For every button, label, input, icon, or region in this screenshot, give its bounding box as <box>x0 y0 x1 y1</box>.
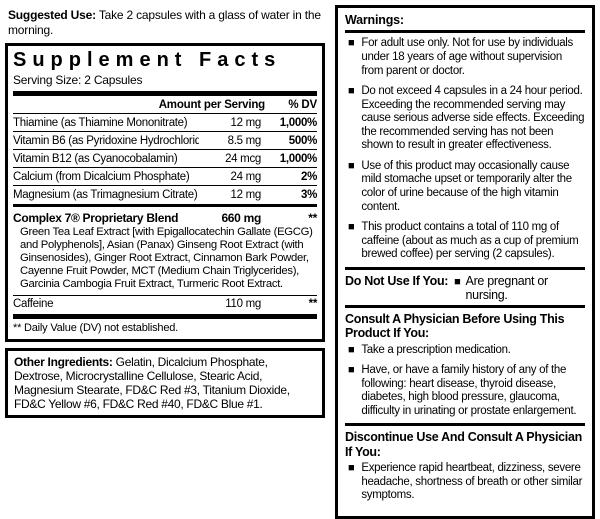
divider-thick <box>13 313 317 319</box>
nutrient-amount: 12 mg <box>230 188 262 201</box>
discontinue-title: Discontinue Use And Consult A Physician … <box>345 430 582 459</box>
nutrient-name: Thiamine (as Thiamine Mononitrate) <box>13 116 188 129</box>
warning-text: For adult use only. Not for use by indiv… <box>361 37 573 77</box>
blend-description: Green Tea Leaf Extract [with Epigallocat… <box>20 225 313 291</box>
nutrient-name: Calcium (from Dicalcium Phosphate) <box>13 170 190 183</box>
nutrient-amount: 12 mg <box>230 116 262 129</box>
nutrient-name: Vitamin B6 (as Pyridoxine Hydrochloride) <box>13 134 199 147</box>
suggested-use-label: Suggested Use: <box>8 8 96 22</box>
suggested-use: Suggested Use: Take 2 capsules with a gl… <box>5 6 325 43</box>
warnings-title: Warnings: <box>345 13 404 27</box>
supplement-facts-title: Supplement Facts <box>13 49 282 71</box>
bullet-square-icon: ■ <box>348 37 355 50</box>
left-column: Suggested Use: Take 2 capsules with a gl… <box>5 6 325 418</box>
bullet-square-icon: ■ <box>454 275 461 288</box>
caffeine-dv: ** <box>308 298 318 311</box>
warnings-panel: Warnings: ■ For adult use only. Not for … <box>335 5 595 519</box>
bullet-square-icon: ■ <box>348 85 355 98</box>
other-ingredients-text: Gelatin, Dicalcium Phosphate, Dextrose, … <box>14 354 290 411</box>
consult-title: Consult A Physician Before Using This Pr… <box>345 311 565 341</box>
bullet-square-icon: ■ <box>348 221 355 234</box>
table-row: Magnesium (as Trimagnesium Citrate) 12 m… <box>13 185 317 203</box>
divider <box>345 30 585 34</box>
bullet-square-icon: ■ <box>348 343 355 356</box>
other-ingredients-label: Other Ingredients: <box>14 354 113 369</box>
nutrient-dv: 500% <box>288 134 318 147</box>
nutrient-dv: 1,000% <box>279 152 318 165</box>
warning-text: Do not exceed 4 capsules in a 24 hour pe… <box>361 85 585 152</box>
nutrient-name: Magnesium (as Trimagnesium Citrate) <box>13 188 198 201</box>
table-row: Vitamin B12 (as Cyanocobalamin) 24 mcg 1… <box>13 149 317 167</box>
warning-item: ■ This product contains a total of 110 m… <box>348 221 585 262</box>
discontinue-item: ■ Experience rapid heartbeat, dizziness,… <box>348 462 585 503</box>
column-header-amount: Amount per Serving <box>158 99 266 111</box>
discontinue-text: Experience rapid heartbeat, dizziness, s… <box>361 462 583 502</box>
bullet-square-icon: ■ <box>348 462 355 475</box>
blend-dv: ** <box>308 210 317 225</box>
nutrient-amount: 24 mg <box>230 170 262 183</box>
dv-footnote: ** Daily Value (DV) not established. <box>13 321 179 334</box>
do-not-use-line: Do Not Use If You: ■ Are pregnant or nur… <box>345 274 585 302</box>
column-header-dv: % DV <box>288 99 317 111</box>
nutrient-amount: 24 mcg <box>225 152 261 165</box>
serving-size: Serving Size: 2 Capsules <box>13 73 143 87</box>
caffeine-row: Caffeine 110 mg ** <box>13 294 318 313</box>
warning-text: Use of this product may occasionally cau… <box>361 159 572 213</box>
table-header: Amount per Serving % DV <box>13 97 318 113</box>
consult-text: Have, or have a family history of any of… <box>361 364 577 417</box>
divider <box>345 304 585 308</box>
table-row: Vitamin B6 (as Pyridoxine Hydrochloride)… <box>13 131 317 149</box>
blend-name: Complex 7® Proprietary Blend <box>13 210 179 225</box>
divider-medium <box>13 204 317 207</box>
supplement-facts-panel: Supplement Facts Serving Size: 2 Capsule… <box>5 43 325 342</box>
blend-amount: 660 mg <box>221 210 261 225</box>
divider <box>345 266 585 270</box>
do-not-use-label: Do Not Use If You: <box>345 273 449 288</box>
divider-thick <box>13 91 317 96</box>
table-row: Calcium (from Dicalcium Phosphate) 24 mg… <box>13 167 317 185</box>
consult-item: ■ Take a prescription medication. <box>348 344 585 358</box>
bullet-square-icon: ■ <box>348 364 355 377</box>
blend-row: Complex 7® Proprietary Blend 660 mg ** <box>13 208 317 225</box>
caffeine-name: Caffeine <box>13 298 54 311</box>
caffeine-amount: 110 mg <box>225 298 261 311</box>
consult-item: ■ Have, or have a family history of any … <box>348 364 585 418</box>
consult-text: Take a prescription medication. <box>361 343 511 356</box>
nutrient-dv: 2% <box>300 170 317 183</box>
other-ingredients-panel: Other Ingredients: Gelatin, Dicalcium Ph… <box>5 347 325 418</box>
warning-item: ■ For adult use only. Not for use by ind… <box>348 37 585 78</box>
table-row: Thiamine (as Thiamine Mononitrate) 12 mg… <box>13 113 317 131</box>
nutrient-dv: 3% <box>300 188 317 201</box>
warning-item: ■ Use of this product may occasionally c… <box>348 160 585 214</box>
warning-item: ■ Do not exceed 4 capsules in a 24 hour … <box>348 85 585 153</box>
do-not-use-text: Are pregnant or nursing. <box>465 273 549 302</box>
divider <box>345 423 585 427</box>
nutrient-dv: 1,000% <box>279 116 318 129</box>
suggested-use-text: Take 2 capsules with a glass of water in… <box>8 8 321 37</box>
supplement-label: { "icons": { "bullet_square": "■" }, "co… <box>5 5 595 519</box>
warning-text: This product contains a total of 110 mg … <box>361 221 579 261</box>
bullet-square-icon: ■ <box>348 159 355 172</box>
nutrient-name: Vitamin B12 (as Cyanocobalamin) <box>13 152 178 165</box>
nutrient-amount: 8.5 mg <box>227 134 262 147</box>
